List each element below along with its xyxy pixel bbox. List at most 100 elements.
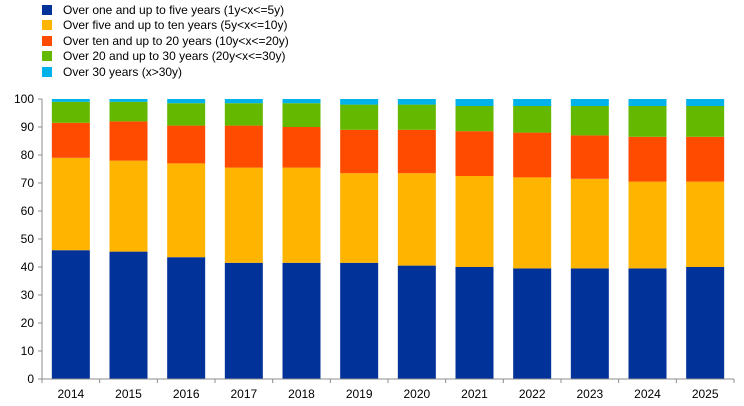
legend-item-5y-10y: Over five and up to ten years (5y<x<=10y… bbox=[42, 18, 289, 34]
bar-segment-2017-s2 bbox=[224, 125, 263, 168]
bar-segment-2025-s1 bbox=[686, 181, 725, 267]
bar-segment-2020-s1 bbox=[397, 173, 436, 266]
x-tick-label-2017: 2017 bbox=[230, 387, 257, 401]
x-tick-label-2019: 2019 bbox=[346, 387, 373, 401]
bar-segment-2018-s1 bbox=[282, 167, 321, 263]
bar-segment-2023-s1 bbox=[570, 178, 609, 269]
bar-segment-2017-s4 bbox=[224, 99, 263, 104]
bar-segment-2017-s1 bbox=[224, 167, 263, 263]
y-tick-label-90: 90 bbox=[21, 120, 35, 134]
bar-segment-2024-s3 bbox=[628, 106, 667, 137]
bar-segment-2015-s4 bbox=[109, 99, 148, 102]
bar-segment-2015-s2 bbox=[109, 121, 148, 161]
bar-segment-2020-s4 bbox=[397, 99, 436, 105]
bar-segment-2023-s3 bbox=[570, 106, 609, 136]
bar-segment-2022-s2 bbox=[513, 132, 552, 178]
bar-segment-2016-s4 bbox=[167, 99, 206, 104]
y-tick-label-40: 40 bbox=[21, 260, 35, 274]
x-tick-label-2021: 2021 bbox=[461, 387, 488, 401]
bar-segment-2016-s1 bbox=[167, 163, 206, 258]
legend-item-1y-5y: Over one and up to five years (1y<x<=5y) bbox=[42, 2, 289, 18]
bar-segment-2019-s2 bbox=[340, 129, 379, 174]
bar-segment-2025-s3 bbox=[686, 106, 725, 137]
y-tick-label-0: 0 bbox=[27, 372, 34, 386]
bar-segment-2016-s0 bbox=[167, 257, 206, 379]
bar-segment-2024-s1 bbox=[628, 181, 667, 269]
legend-swatch bbox=[42, 51, 52, 62]
bar-segment-2017-s0 bbox=[224, 262, 263, 379]
bar-segment-2015-s1 bbox=[109, 160, 148, 252]
y-tick-label-30: 30 bbox=[21, 288, 35, 302]
y-tick-label-10: 10 bbox=[21, 344, 35, 358]
x-tick-label-2015: 2015 bbox=[115, 387, 142, 401]
bar-segment-2019-s4 bbox=[340, 99, 379, 105]
bar-segment-2019-s3 bbox=[340, 104, 379, 130]
bar-segment-2018-s3 bbox=[282, 103, 321, 127]
x-tick-label-2022: 2022 bbox=[519, 387, 546, 401]
bar-segment-2018-s4 bbox=[282, 99, 321, 104]
bar-segment-2021-s0 bbox=[455, 267, 494, 379]
bar-segment-2014-s3 bbox=[51, 101, 90, 123]
x-tick-label-2018: 2018 bbox=[288, 387, 315, 401]
y-tick-label-60: 60 bbox=[21, 204, 35, 218]
bar-segment-2024-s4 bbox=[628, 99, 667, 106]
legend-item-over-30y: Over 30 years (x>30y) bbox=[42, 64, 289, 80]
bar-segment-2014-s4 bbox=[51, 99, 90, 102]
bar-segment-2025-s2 bbox=[686, 136, 725, 182]
legend-label: Over one and up to five years (1y<x<=5y) bbox=[63, 2, 285, 17]
y-tick-label-70: 70 bbox=[21, 176, 35, 190]
bar-segment-2021-s2 bbox=[455, 131, 494, 176]
legend: Over one and up to five years (1y<x<=5y)… bbox=[42, 2, 289, 80]
legend-label: Over 20 and up to 30 years (20y<x<=30y) bbox=[63, 49, 286, 64]
bar-segment-2023-s0 bbox=[570, 268, 609, 379]
y-tick-label-20: 20 bbox=[21, 316, 35, 330]
bar-segment-2022-s0 bbox=[513, 268, 552, 379]
bar-segment-2019-s0 bbox=[340, 262, 379, 379]
bar-segment-2015-s0 bbox=[109, 251, 148, 379]
bar-segment-2018-s2 bbox=[282, 127, 321, 168]
legend-item-10y-20y: Over ten and up to 20 years (10y<x<=20y) bbox=[42, 33, 289, 49]
bar-segment-2014-s2 bbox=[51, 122, 90, 158]
bar-segment-2023-s4 bbox=[570, 99, 609, 106]
bar-segment-2014-s0 bbox=[51, 250, 90, 379]
bar-segment-2025-s4 bbox=[686, 99, 725, 106]
bar-segment-2016-s2 bbox=[167, 125, 206, 164]
bar-segment-2019-s1 bbox=[340, 173, 379, 263]
bar-segment-2020-s2 bbox=[397, 129, 436, 174]
bar-segment-2018-s0 bbox=[282, 262, 321, 379]
bar-segment-2022-s3 bbox=[513, 106, 552, 133]
bar-segment-2025-s0 bbox=[686, 267, 725, 379]
y-tick-label-100: 100 bbox=[14, 92, 34, 106]
bar-segment-2015-s3 bbox=[109, 101, 148, 122]
y-tick-label-50: 50 bbox=[21, 232, 35, 246]
legend-label: Over five and up to ten years (5y<x<=10y… bbox=[63, 18, 288, 33]
x-tick-label-2020: 2020 bbox=[403, 387, 430, 401]
legend-label: Over ten and up to 20 years (10y<x<=20y) bbox=[63, 33, 289, 48]
x-tick-label-2014: 2014 bbox=[57, 387, 84, 401]
legend-label: Over 30 years (x>30y) bbox=[63, 64, 183, 79]
legend-item-20y-30y: Over 20 and up to 30 years (20y<x<=30y) bbox=[42, 49, 289, 65]
bar-segment-2021-s1 bbox=[455, 176, 494, 267]
bar-segment-2024-s0 bbox=[628, 268, 667, 379]
x-tick-label-2016: 2016 bbox=[173, 387, 200, 401]
legend-swatch bbox=[42, 35, 52, 46]
bar-segment-2022-s4 bbox=[513, 99, 552, 106]
bar-segment-2023-s2 bbox=[570, 135, 609, 179]
bar-segment-2022-s1 bbox=[513, 177, 552, 269]
bar-segment-2024-s2 bbox=[628, 136, 667, 182]
legend-swatch bbox=[42, 4, 52, 15]
bar-segment-2016-s3 bbox=[167, 103, 206, 126]
bar-segment-2021-s3 bbox=[455, 106, 494, 132]
bar-segment-2020-s0 bbox=[397, 265, 436, 379]
bar-segment-2014-s1 bbox=[51, 157, 90, 251]
legend-swatch bbox=[42, 20, 52, 31]
bar-segment-2020-s3 bbox=[397, 104, 436, 130]
bar-segment-2021-s4 bbox=[455, 99, 494, 106]
x-tick-label-2025: 2025 bbox=[692, 387, 719, 401]
y-tick-label-80: 80 bbox=[21, 148, 35, 162]
bar-segment-2017-s3 bbox=[224, 103, 263, 126]
legend-swatch bbox=[42, 66, 52, 77]
x-tick-label-2023: 2023 bbox=[576, 387, 603, 401]
x-tick-label-2024: 2024 bbox=[634, 387, 661, 401]
